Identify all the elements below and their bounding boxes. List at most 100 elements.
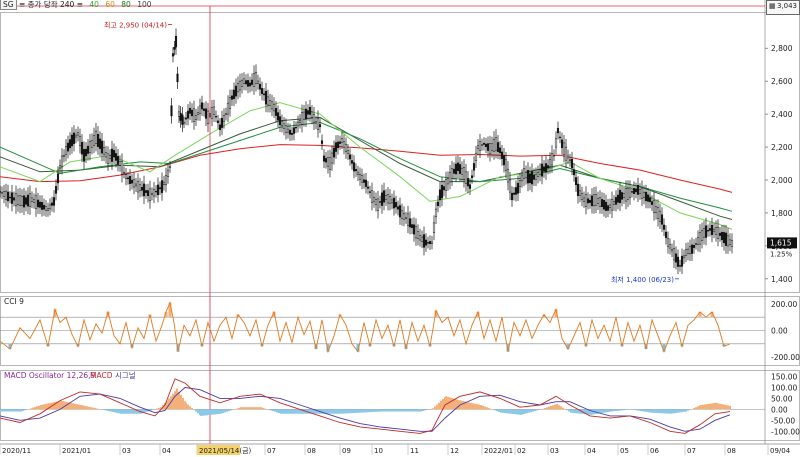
macd-histogram-bar [189, 406, 191, 409]
candle-body [587, 199, 589, 203]
macd-histogram-bar [538, 409, 540, 410]
macd-histogram-bar [556, 404, 558, 409]
macd-histogram-bar [474, 404, 476, 410]
price-tick-label: 2,800 [771, 44, 793, 53]
macd-histogram-bar [18, 409, 20, 411]
candle-body [269, 100, 271, 105]
candle-body [189, 108, 191, 113]
candle-body [679, 266, 681, 267]
candle-body [35, 196, 37, 209]
candle-body [5, 191, 7, 199]
macd-histogram-bar [422, 409, 424, 411]
x-tick-label: 2021/05/14(금) [199, 447, 252, 455]
macd-histogram-bar [130, 409, 132, 413]
macd-histogram-bar [282, 409, 284, 413]
candle-body [685, 250, 687, 256]
macd-histogram-bar [120, 409, 122, 413]
candle-body [349, 155, 351, 159]
x-tick-label: 09/04 [770, 447, 791, 455]
chart-settings-icon[interactable]: ▦ [769, 2, 776, 10]
candle-body [681, 256, 683, 266]
candle-body [205, 109, 207, 119]
candle-body [545, 164, 547, 173]
macd-histogram-bar [330, 409, 332, 413]
candle-body [85, 149, 87, 156]
candle-body [41, 202, 43, 209]
macd-histogram-bar [478, 405, 480, 410]
candle-body [51, 203, 53, 205]
candle-body [711, 225, 713, 234]
macd-histogram-bar [246, 407, 248, 409]
candle-body [703, 228, 705, 237]
macd-histogram-bar [640, 409, 642, 411]
macd-histogram-bar [610, 409, 612, 411]
candle-body [683, 256, 685, 258]
candle-body [697, 237, 699, 244]
candle-body [559, 137, 561, 138]
macd-tick-label: 0.00 [771, 405, 788, 414]
candle-body [293, 128, 295, 134]
x-tick-label: 03 [550, 447, 559, 455]
candle-body [315, 122, 317, 123]
macd-histogram-bar [438, 403, 440, 410]
candle-body [639, 190, 641, 194]
candle-body [89, 142, 91, 153]
candle-body [397, 207, 399, 209]
candle-body [425, 240, 427, 245]
macd-histogram-bar [224, 409, 226, 412]
macd-histogram-bar [710, 404, 712, 410]
candle-body [399, 206, 401, 217]
symbol-box[interactable]: SG [0, 0, 17, 10]
candle-body [0, 192, 1, 193]
macd-histogram-bar [197, 409, 199, 413]
macd-histogram-bar [548, 407, 550, 410]
candle-body [593, 195, 595, 206]
macd-histogram-bar [14, 409, 16, 411]
candle-body [19, 196, 21, 206]
candle-body [501, 152, 503, 159]
candle-body [59, 166, 61, 168]
macd-title: MACD Oscillator 12,26,9 [4, 371, 95, 380]
candle-body [517, 183, 519, 193]
macd-histogram-bar [346, 409, 348, 413]
candle-body [615, 197, 617, 204]
candle-body [409, 219, 411, 227]
corner-value: 3,043 [777, 2, 797, 10]
macd-histogram-bar [638, 409, 640, 410]
candle-body [291, 133, 293, 134]
candle-body [665, 232, 667, 238]
macd-histogram-bar [0, 409, 2, 411]
x-tick-label: 10 [374, 447, 383, 455]
macd-histogram-bar [94, 408, 96, 409]
macd-histogram-bar [646, 409, 648, 412]
macd-histogram-bar [378, 409, 380, 411]
macd-histogram-bar [634, 409, 636, 410]
macd-histogram-bar [644, 409, 646, 411]
candle-body [595, 194, 597, 205]
price-corner-box[interactable]: ▦ 3,043 [766, 0, 800, 15]
candle-body [139, 185, 141, 191]
macd-histogram-bar [394, 409, 396, 411]
macd-histogram-bar [174, 391, 176, 409]
candle-body [705, 226, 707, 238]
macd-histogram-bar [404, 409, 406, 411]
candle-body [289, 130, 291, 134]
macd-histogram-bar [332, 409, 334, 413]
candle-body [461, 168, 463, 174]
macd-histogram-bar [660, 409, 662, 413]
candle-body [335, 143, 337, 152]
macd-histogram-bar [396, 409, 398, 411]
candle-body [443, 187, 445, 190]
candle-body [413, 225, 415, 234]
macd-histogram-bar [602, 409, 604, 413]
candle-body [477, 145, 479, 148]
candle-body [701, 230, 703, 240]
macd-histogram-bar [420, 409, 422, 411]
candle-body [317, 118, 319, 130]
macd-histogram-bar [510, 409, 512, 413]
macd-histogram-bar [449, 397, 451, 409]
candle-body [163, 182, 165, 184]
candle-body [637, 185, 639, 194]
candle-body [553, 155, 555, 156]
